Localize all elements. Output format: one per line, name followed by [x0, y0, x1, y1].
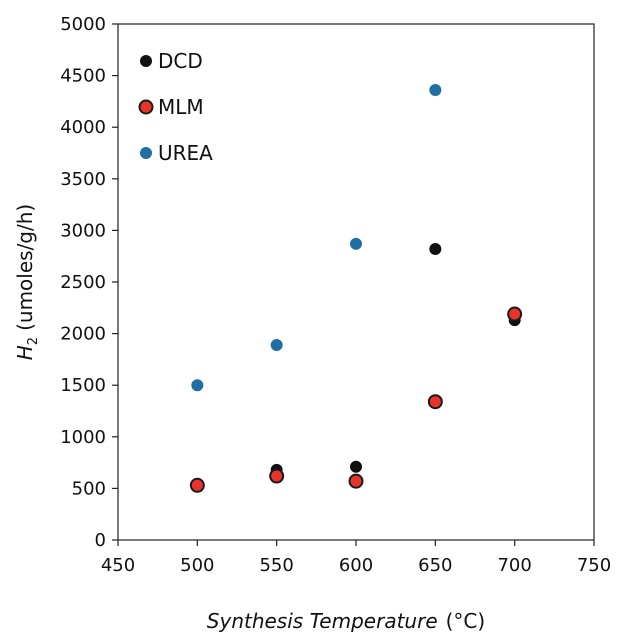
- y-tick-label: 2500: [60, 272, 106, 293]
- point-mlm: [348, 473, 364, 489]
- x-tick-label: 450: [101, 555, 135, 576]
- y-tick-label: 3500: [60, 169, 106, 190]
- legend-label-urea: UREA: [158, 141, 213, 165]
- legend-marker-dcd: [140, 55, 152, 67]
- point-urea: [350, 237, 362, 250]
- point-mlm: [427, 394, 443, 410]
- x-axis-title: Synthesis Temperature (°C): [207, 609, 485, 633]
- x-axis-ticks: 450 500 550 600 650 700 750: [101, 540, 611, 576]
- x-tick-label: 650: [418, 555, 452, 576]
- y-axis-ticks: 0 500 1000 1500 2000 2500 3000 3500 4000 4500 5000: [60, 14, 118, 551]
- point-mlm: [189, 477, 205, 493]
- x-tick-label: 500: [180, 555, 214, 576]
- point-urea: [429, 84, 442, 97]
- y-tick-label: 2000: [60, 324, 106, 345]
- y-tick-label: 0: [95, 530, 106, 551]
- y-tick-label: 500: [72, 478, 106, 499]
- legend: DCD MLM UREA: [138, 49, 213, 165]
- y-tick-label: 3000: [60, 220, 106, 241]
- point-mlm: [269, 468, 285, 484]
- x-tick-label: 600: [339, 555, 373, 576]
- y-tick-label: 1000: [60, 427, 106, 448]
- x-tick-label: 550: [259, 555, 293, 576]
- point-urea: [270, 338, 283, 351]
- x-tick-label: 750: [577, 555, 611, 576]
- point-dcd: [429, 242, 442, 255]
- y-tick-label: 4500: [60, 66, 106, 87]
- y-axis-title-main: H: [13, 345, 37, 360]
- y-tick-label: 4000: [60, 117, 106, 138]
- point-urea: [191, 379, 204, 392]
- legend-marker-mlm: [138, 99, 154, 115]
- legend-label-mlm: MLM: [158, 95, 204, 119]
- legend-label-dcd: DCD: [158, 49, 203, 73]
- y-tick-label: 1500: [60, 375, 106, 396]
- y-axis-title: H2 (umoles/g/h): [13, 204, 41, 360]
- y-tick-label: 5000: [60, 14, 106, 35]
- y-axis-title-subscript: 2: [26, 337, 41, 345]
- legend-marker-urea: [140, 147, 152, 159]
- point-mlm: [507, 306, 523, 322]
- x-tick-label: 700: [497, 555, 531, 576]
- x-axis-title-main: Synthesis Temperature: [207, 609, 438, 633]
- y-axis-title-unit: (umoles/g/h): [13, 204, 37, 331]
- point-dcd: [350, 460, 362, 473]
- x-axis-title-unit: (°C): [446, 609, 486, 633]
- data-points: [189, 84, 523, 493]
